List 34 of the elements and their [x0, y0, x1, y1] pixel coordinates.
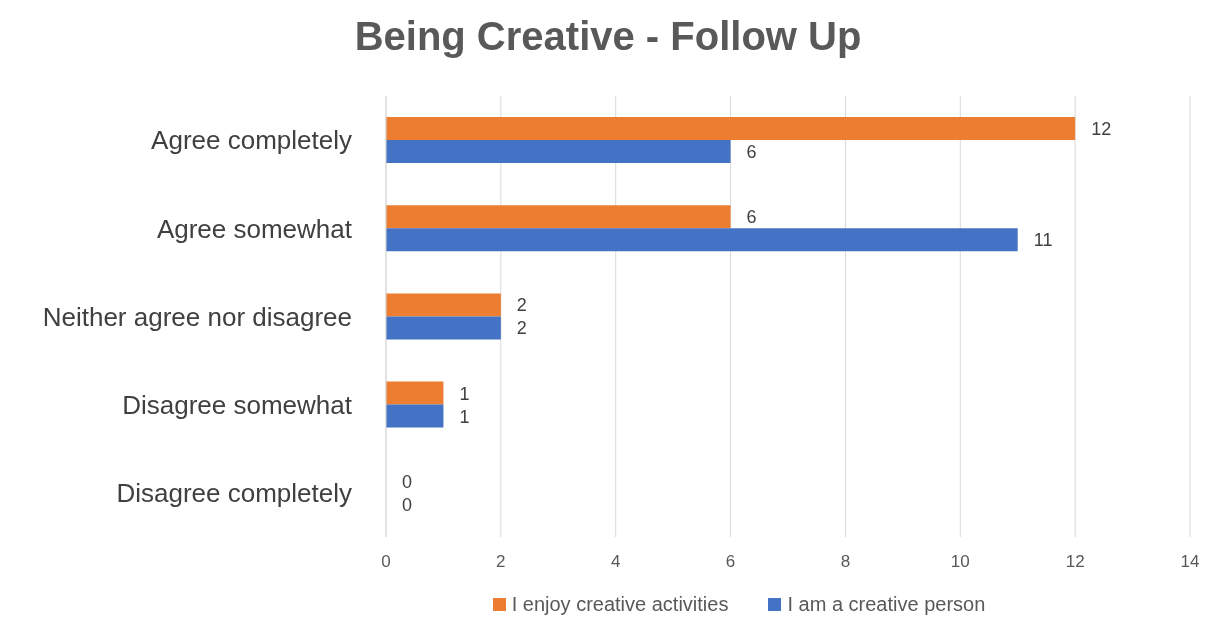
bar	[386, 117, 1076, 140]
x-tick-label: 6	[725, 552, 736, 572]
legend-label: I enjoy creative activities	[510, 593, 729, 616]
bar	[386, 228, 1018, 252]
y-tick-label: Disagree completely	[116, 478, 352, 509]
x-tick-label: 12	[1065, 552, 1085, 572]
bar	[386, 381, 444, 405]
bar	[386, 404, 444, 428]
y-tick-label: Disagree somewhat	[122, 389, 353, 420]
y-tick-label: Agree somewhat	[156, 213, 353, 244]
bar	[386, 140, 731, 163]
x-tick-label: 2	[496, 552, 506, 572]
legend-label: I am a creative person	[786, 593, 986, 616]
data-label: 6	[746, 141, 757, 162]
chart-title: Being Creative - Follow Up	[353, 13, 863, 60]
data-label: 6	[746, 207, 757, 228]
y-tick-label: Neither agree nor disagree	[42, 301, 352, 332]
data-label: 1	[459, 383, 470, 404]
bar	[386, 316, 501, 340]
x-tick-label: 4	[610, 552, 621, 572]
x-tick-label: 0	[381, 552, 391, 572]
x-tick-label: 14	[1180, 552, 1200, 572]
data-label: 0	[402, 494, 413, 515]
x-tick-label: 8	[840, 552, 851, 572]
bar	[386, 293, 501, 317]
data-label: 12	[1091, 118, 1112, 139]
data-label: 1	[459, 406, 470, 427]
x-tick-label: 10	[950, 552, 970, 572]
y-tick-label: Agree completely	[151, 125, 352, 156]
data-label: 0	[402, 471, 413, 492]
data-label: 2	[516, 318, 527, 339]
data-label: 2	[516, 295, 527, 316]
bar	[386, 205, 731, 229]
data-label: 11	[1033, 230, 1053, 251]
